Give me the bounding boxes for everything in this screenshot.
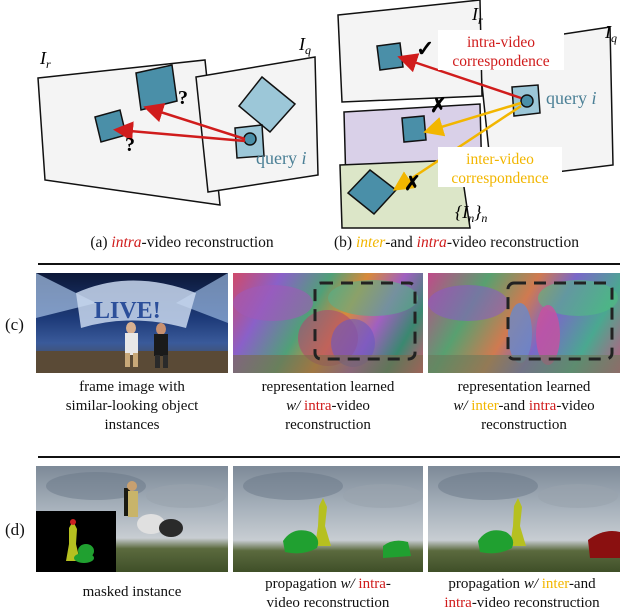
patch-green-diamond <box>346 168 398 216</box>
caption-d2-intra: intra <box>358 576 386 592</box>
panel-b-diagram: ✓ ✗ ✗ Ir Iq {In}n intra-video correspond… <box>337 0 617 229</box>
query-label-b: query i <box>546 88 597 108</box>
intra-corr-line1: intra-video <box>467 34 535 51</box>
caption-d3-inter: inter <box>541 576 569 592</box>
row-c-label: (c) <box>5 315 24 334</box>
caption-c3-intra: intra <box>528 398 557 414</box>
row-d-label: (d) <box>5 520 25 539</box>
frame-ir-b <box>337 0 483 103</box>
label-ir-b: Ir <box>471 4 483 27</box>
question-mark-2: ? <box>125 134 135 156</box>
label-iq-b: Iq <box>604 22 617 45</box>
caption-d3-intra: intra <box>444 595 472 611</box>
cross-mark-2: ✗ <box>404 173 421 195</box>
caption-b-intra: intra <box>416 234 447 251</box>
caption-d2: propagation w/ intra- video reconstructi… <box>265 576 391 611</box>
patch-ir-1 <box>135 64 178 111</box>
frame-ir-plane <box>37 59 221 206</box>
arrow-b-intra <box>397 53 522 100</box>
caption-d3: propagation w/ inter-and intra-video rec… <box>444 576 600 611</box>
inter-corr-line1: inter-video <box>466 151 534 168</box>
caption-c2: representation learned w/ intra-video re… <box>261 379 395 433</box>
cross-mark-1: ✗ <box>430 95 447 117</box>
arrow-b-inter-1 <box>423 101 522 137</box>
patch-iq-diamond <box>237 75 297 134</box>
query-point-b <box>520 94 534 108</box>
label-iq-a: Iq <box>298 34 311 57</box>
caption-c1: frame image with similar-looking object … <box>65 379 199 433</box>
frame-iq-plane <box>195 56 319 193</box>
caption-d1: masked instance <box>82 584 182 600</box>
divider-middle <box>38 456 620 458</box>
caption-b-inter: inter <box>355 234 386 251</box>
image-c-frame: LIVE! <box>36 273 228 373</box>
image-d-inter-intra-propagation <box>428 466 620 572</box>
patch-purple <box>401 115 427 143</box>
label-ir-a: Ir <box>39 48 51 71</box>
question-mark-1: ? <box>178 87 188 109</box>
caption-a: (a) intra-video reconstruction <box>90 234 274 251</box>
image-d-masked-instance <box>36 466 228 572</box>
arrow-a-2 <box>113 121 246 143</box>
check-mark: ✓ <box>416 36 434 61</box>
image-c-intra-rep <box>233 273 423 373</box>
live-sign: LIVE! <box>94 298 161 324</box>
caption-c3: representation learned w/ inter-and intr… <box>453 379 595 433</box>
image-d-intra-propagation <box>233 466 423 572</box>
caption-c2-intra: intra <box>304 398 332 414</box>
caption-a-intra: intra <box>111 234 142 251</box>
intra-corr-line2: correspondence <box>452 53 549 70</box>
arrow-a-1 <box>143 103 246 141</box>
caption-b: (b) inter-and intra-video reconstruction <box>334 234 579 251</box>
image-c-inter-intra-rep <box>428 273 620 373</box>
patch-ir-b <box>376 42 404 71</box>
caption-c3-inter: inter <box>471 398 499 414</box>
divider-top <box>38 263 620 265</box>
query-point-a <box>243 132 257 146</box>
inter-corr-line2: correspondence <box>451 170 548 187</box>
label-in-b: {In}n <box>455 202 487 225</box>
panel-a-diagram: Ir Iq ? ? query i <box>37 34 319 206</box>
query-label-a: query i <box>256 148 307 168</box>
